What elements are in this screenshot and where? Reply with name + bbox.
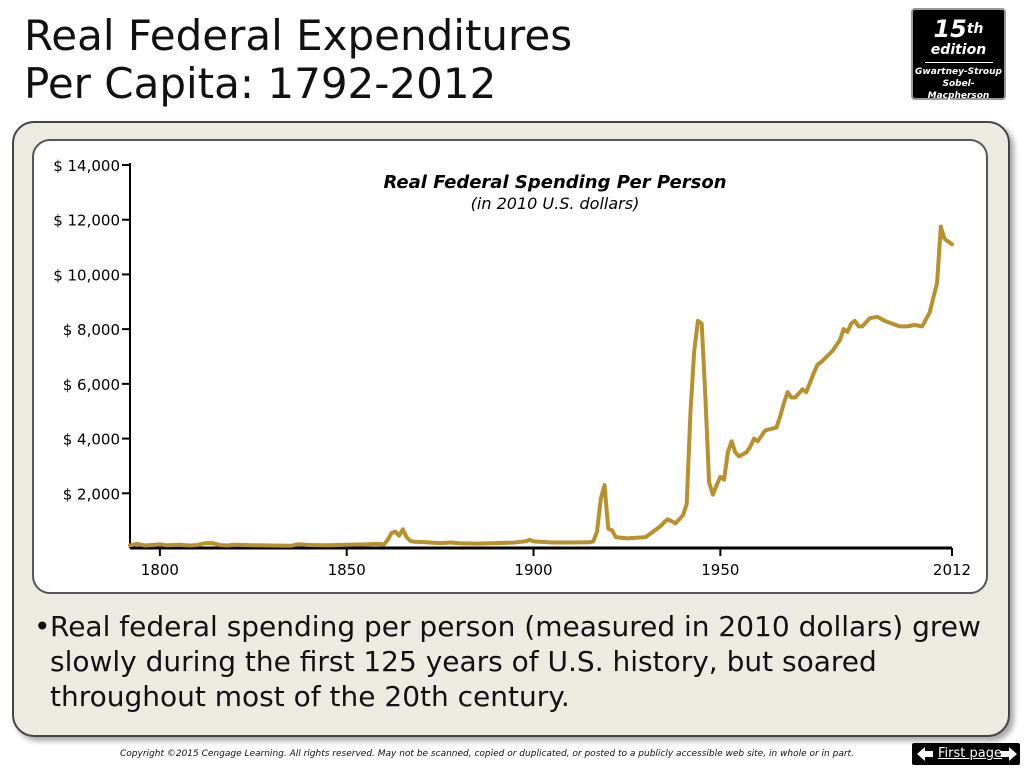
copyright-notice: Copyright ©2015 Cengage Learning. All ri… [120, 749, 854, 759]
y-tick-label: $ 14,000 [53, 157, 120, 175]
y-tick-label: $ 4,000 [63, 431, 120, 449]
slide-title-line-1: Real Federal Expenditures [24, 11, 573, 60]
arrow-right-icon[interactable] [1000, 746, 1018, 762]
x-tick-label: 1850 [328, 561, 366, 579]
edition-badge: 15th edition Gwartney-Stroup Sobel-Macph… [911, 8, 1006, 101]
y-tick-label: $ 12,000 [53, 212, 120, 230]
y-tick-label: $ 6,000 [63, 376, 120, 394]
edition-number: 15th [913, 16, 1004, 42]
chart-frame [32, 139, 988, 594]
y-tick-label: $ 2,000 [63, 485, 120, 503]
edition-label: edition [930, 42, 987, 58]
chart-title: Real Federal Spending Per Person [383, 172, 726, 193]
slide-title-line-2: Per Capita: 1792-2012 [24, 59, 497, 108]
bullet-point: • Real federal spending per person (meas… [34, 609, 984, 714]
edition-number-suffix: th [966, 21, 984, 37]
badge-authors-line-2: Sobel-Macpherson [927, 79, 990, 101]
chart-subtitle: (in 2010 U.S. dollars) [471, 194, 640, 213]
y-tick-label: $ 10,000 [53, 266, 120, 284]
arrow-left-icon[interactable] [916, 746, 934, 762]
spending-series-line [128, 224, 954, 548]
badge-divider [924, 62, 993, 63]
edition-number-value: 15 [933, 15, 967, 43]
slide-title: Real Federal Expenditures Per Capita: 17… [24, 12, 572, 108]
x-tick-label: 1800 [141, 561, 179, 579]
bullet-marker: • [34, 610, 51, 643]
y-tick-label: $ 8,000 [63, 321, 120, 339]
x-tick-label: 1900 [514, 561, 552, 579]
x-tick-label: 1950 [701, 561, 739, 579]
first-page-nav[interactable]: First page [912, 743, 1020, 765]
first-page-link[interactable]: First page [938, 746, 1002, 761]
badge-authors-line-1: Gwartney-Stroup [915, 67, 1002, 77]
x-tick-label: 2012 [933, 561, 971, 579]
bullet-text: Real federal spending per person (measur… [50, 610, 981, 713]
